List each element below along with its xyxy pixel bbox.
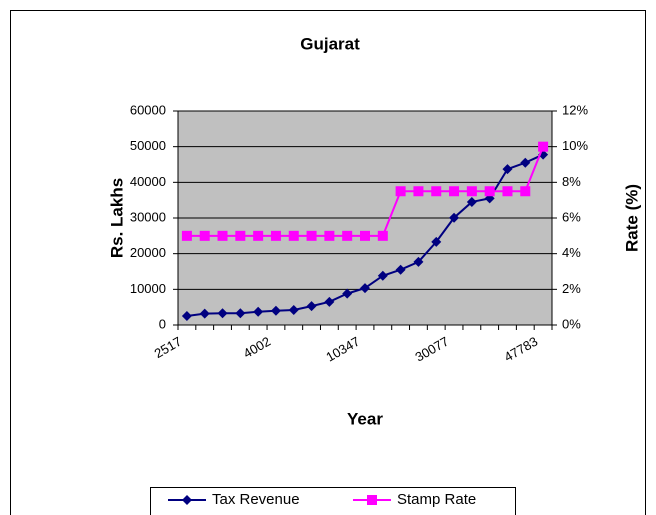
marker (199, 308, 210, 319)
marker (466, 186, 477, 197)
legend-label: Stamp Rate (397, 491, 476, 508)
marker (235, 230, 246, 241)
y2-tick-label: 10% (562, 138, 588, 153)
marker (502, 186, 513, 197)
marker (413, 186, 424, 197)
marker (324, 296, 335, 307)
marker (217, 308, 228, 319)
y2-tick-label: 0% (562, 316, 581, 331)
marker (520, 157, 531, 168)
y-tick-label: 50000 (130, 138, 166, 153)
y2-tick-label: 4% (562, 245, 581, 260)
marker (377, 270, 388, 281)
y-axis-label: Rs. Lakhs (107, 178, 126, 258)
marker (270, 230, 281, 241)
marker (466, 196, 477, 207)
marker (360, 283, 370, 294)
marker (288, 305, 299, 316)
marker (431, 236, 442, 247)
marker (395, 264, 406, 275)
y-tick-label: 30000 (130, 209, 166, 224)
marker (395, 186, 406, 197)
y2-tick-label: 2% (562, 281, 581, 296)
y2-tick-label: 8% (562, 174, 581, 189)
legend (150, 487, 516, 515)
marker (538, 141, 549, 152)
y-tick-label: 10000 (130, 281, 166, 296)
marker (449, 186, 460, 197)
y-tick-label: 20000 (130, 245, 166, 260)
marker (520, 186, 531, 197)
legend-label: Tax Revenue (212, 491, 300, 508)
marker (181, 230, 192, 241)
marker (306, 301, 317, 312)
marker (449, 212, 460, 223)
marker (413, 256, 424, 267)
marker (502, 164, 513, 175)
marker (253, 230, 264, 241)
marker (484, 186, 495, 197)
marker (431, 186, 442, 197)
y2-tick-label: 6% (562, 209, 581, 224)
marker (288, 230, 299, 241)
x-axis-label: Year (347, 409, 383, 428)
marker (235, 308, 246, 319)
y-tick-label: 60000 (130, 102, 166, 117)
marker (342, 230, 353, 241)
marker (377, 230, 388, 241)
legend-marker (182, 495, 192, 505)
y2-axis-label: Rate (%) (622, 184, 641, 252)
chart-title: Gujarat (300, 34, 360, 53)
marker (253, 306, 264, 317)
marker (199, 230, 210, 241)
marker (270, 305, 281, 316)
legend-marker (367, 495, 377, 505)
y2-tick-label: 12% (562, 102, 588, 117)
marker (342, 288, 353, 299)
y-tick-label: 40000 (130, 174, 166, 189)
marker (324, 230, 335, 241)
marker (306, 230, 317, 241)
marker (217, 230, 228, 241)
y-tick-label: 0 (159, 316, 166, 331)
marker (181, 311, 192, 322)
marker (360, 230, 370, 241)
